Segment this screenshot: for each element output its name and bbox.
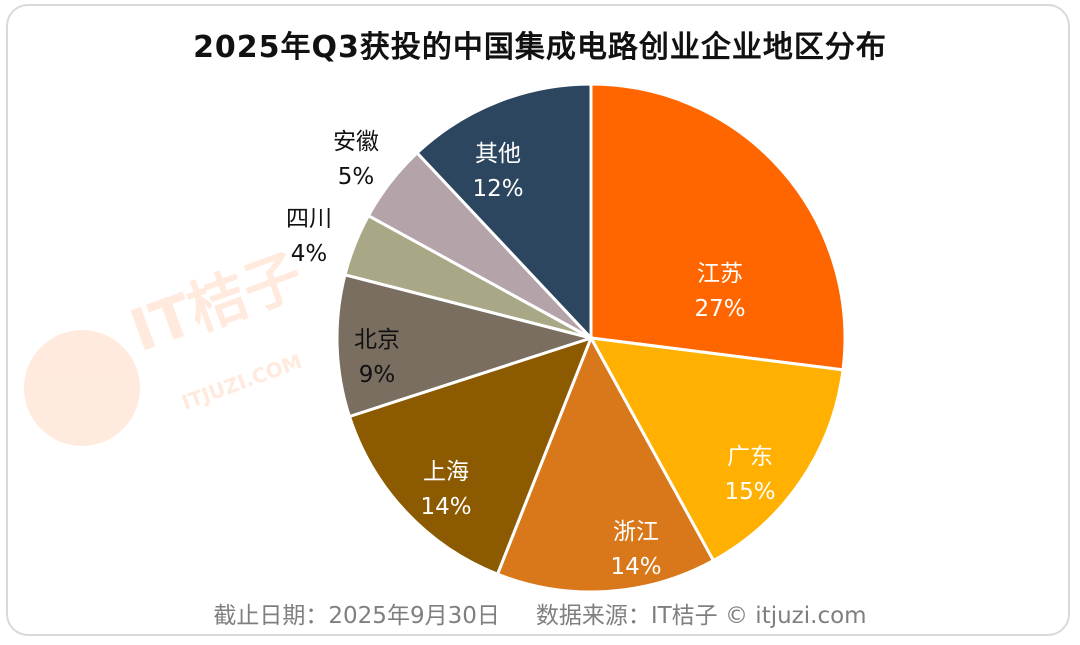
slice-label-name-2: 广东 [727, 444, 773, 470]
slice-label-value-5: 9% [359, 362, 396, 388]
slice-label-name-8: 其他 [475, 141, 521, 167]
slice-label-value-1: 27% [694, 296, 745, 322]
slice-label-value-4: 14% [420, 494, 471, 520]
footer-date: 截止日期：2025年9月30日 [213, 603, 500, 629]
slice-label-value-2: 15% [724, 479, 775, 505]
chart-title: 2025年Q3获投的中国集成电路创业企业地区分布 [193, 30, 887, 65]
watermark-brand: IT桔子 [122, 241, 312, 365]
slice-label-name-3: 浙江 [613, 519, 659, 545]
slice-label-name-4: 上海 [423, 459, 469, 485]
watermark: IT桔子 ITJUZI.COM [24, 241, 311, 446]
slice-label-value-7: 5% [338, 164, 375, 190]
slice-label-name-5: 北京 [354, 327, 400, 353]
pie-slice-2 [589, 336, 845, 563]
pie-slice-3 [495, 336, 715, 594]
footer-source: 数据来源：IT桔子 © itjuzi.com [535, 603, 867, 629]
watermark-url: ITJUZI.COM [179, 349, 306, 415]
watermark-logo-icon [24, 330, 140, 446]
slice-label-value-6: 4% [291, 241, 328, 267]
pie-slice-1 [589, 82, 847, 372]
slice-label-name-1: 江苏 [697, 261, 743, 287]
footer: 截止日期：2025年9月30日 数据来源：IT桔子 © itjuzi.com [0, 596, 1080, 630]
pie-slice-5 [335, 273, 593, 418]
slice-label-name-6: 四川 [286, 206, 332, 232]
pie-labels: 江苏 27% 广东 15% 浙江 14% 上海 14% 北京 9% 四川 4% 安徽 5% 其他 12% [286, 129, 776, 580]
slice-label-name-7: 安徽 [333, 129, 379, 155]
slice-label-value-3: 14% [610, 554, 661, 580]
pie-slices [335, 82, 847, 594]
pie-slice-8 [415, 82, 593, 340]
slice-label-value-8: 12% [472, 176, 523, 202]
